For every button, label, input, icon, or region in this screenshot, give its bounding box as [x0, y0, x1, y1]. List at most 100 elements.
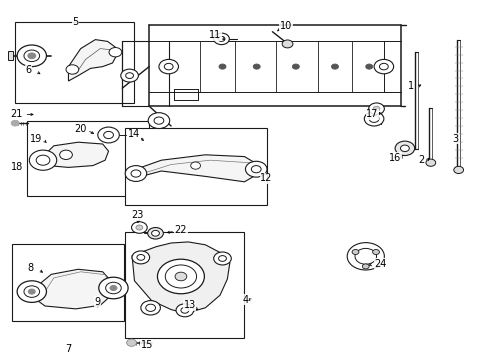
Bar — [27, 121, 149, 196]
Circle shape — [368, 115, 378, 122]
Circle shape — [17, 281, 46, 302]
Circle shape — [103, 131, 113, 139]
Circle shape — [394, 141, 414, 156]
Circle shape — [136, 225, 142, 230]
Circle shape — [181, 307, 188, 313]
Text: 14: 14 — [128, 129, 141, 139]
Circle shape — [131, 222, 147, 233]
Circle shape — [24, 50, 40, 62]
Text: 12: 12 — [260, 173, 272, 183]
Circle shape — [125, 166, 146, 181]
Circle shape — [379, 63, 387, 70]
Circle shape — [165, 265, 196, 288]
Circle shape — [60, 150, 72, 159]
Text: 2: 2 — [418, 155, 424, 165]
Polygon shape — [35, 269, 112, 309]
Polygon shape — [372, 250, 378, 254]
Text: 23: 23 — [131, 210, 144, 220]
Text: 5: 5 — [73, 17, 79, 27]
Circle shape — [151, 230, 159, 236]
Circle shape — [131, 170, 141, 177]
Circle shape — [190, 162, 200, 169]
Text: 10: 10 — [279, 21, 292, 31]
Circle shape — [159, 59, 178, 74]
Text: 3: 3 — [452, 134, 458, 144]
Circle shape — [365, 64, 372, 69]
Circle shape — [453, 166, 463, 174]
Circle shape — [28, 53, 36, 59]
Text: 7: 7 — [65, 344, 71, 354]
Circle shape — [154, 117, 163, 124]
Circle shape — [125, 73, 133, 78]
Circle shape — [425, 159, 435, 166]
Circle shape — [372, 106, 379, 111]
Text: 17: 17 — [366, 109, 378, 120]
Circle shape — [137, 255, 144, 260]
Circle shape — [66, 65, 79, 74]
Circle shape — [364, 112, 383, 126]
Bar — [124, 232, 244, 338]
Circle shape — [253, 64, 260, 69]
Circle shape — [362, 264, 368, 269]
Text: 16: 16 — [388, 153, 401, 163]
Circle shape — [368, 103, 384, 114]
Circle shape — [400, 145, 408, 152]
Circle shape — [157, 259, 204, 294]
Circle shape — [219, 64, 225, 69]
Text: 1: 1 — [407, 81, 413, 91]
Text: 15: 15 — [140, 340, 153, 350]
Circle shape — [351, 249, 358, 255]
Bar — [15, 22, 134, 103]
Polygon shape — [352, 250, 357, 254]
Text: 9: 9 — [95, 297, 101, 307]
Circle shape — [251, 166, 261, 173]
Circle shape — [176, 304, 193, 317]
Circle shape — [346, 243, 384, 270]
Circle shape — [282, 40, 292, 48]
Circle shape — [292, 64, 299, 69]
Circle shape — [218, 256, 226, 261]
Text: 6: 6 — [25, 65, 31, 75]
Circle shape — [110, 285, 117, 291]
Circle shape — [11, 120, 19, 126]
Circle shape — [147, 228, 163, 239]
Circle shape — [24, 286, 40, 297]
Circle shape — [218, 36, 224, 41]
Text: 13: 13 — [183, 300, 196, 310]
Text: 8: 8 — [28, 263, 34, 273]
Bar — [12, 244, 123, 321]
Circle shape — [175, 272, 186, 281]
Polygon shape — [132, 242, 229, 313]
Text: 18: 18 — [10, 162, 23, 172]
Text: 22: 22 — [174, 225, 187, 235]
Circle shape — [245, 161, 266, 177]
Text: 21: 21 — [10, 109, 22, 120]
Text: 20: 20 — [74, 124, 87, 134]
Circle shape — [28, 289, 35, 294]
Circle shape — [29, 150, 57, 170]
Circle shape — [354, 248, 376, 264]
Circle shape — [373, 59, 393, 74]
Circle shape — [121, 69, 138, 82]
Circle shape — [141, 301, 160, 315]
Text: 19: 19 — [29, 134, 42, 144]
Circle shape — [105, 282, 121, 294]
Polygon shape — [134, 155, 256, 182]
Circle shape — [372, 249, 379, 255]
Text: 4: 4 — [242, 294, 248, 305]
Circle shape — [148, 113, 169, 129]
Circle shape — [126, 339, 136, 346]
Circle shape — [109, 48, 122, 57]
Bar — [124, 128, 266, 205]
Circle shape — [213, 33, 229, 45]
Circle shape — [213, 252, 231, 265]
Polygon shape — [8, 51, 13, 60]
Circle shape — [99, 277, 128, 299]
Polygon shape — [149, 25, 400, 106]
Text: 11: 11 — [208, 30, 221, 40]
Circle shape — [145, 304, 155, 311]
Circle shape — [17, 45, 46, 67]
Circle shape — [164, 63, 173, 70]
Circle shape — [98, 127, 119, 143]
Polygon shape — [46, 142, 108, 167]
